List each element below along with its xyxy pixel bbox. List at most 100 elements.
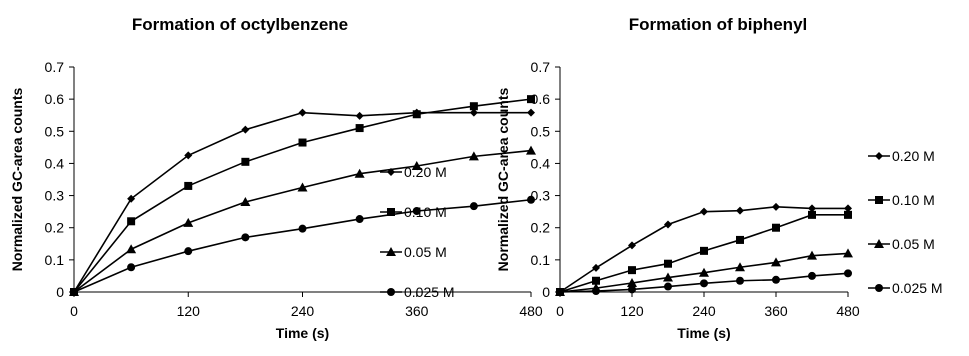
data-point: [628, 266, 636, 275]
data-point: [184, 247, 193, 256]
legend-marker: [386, 247, 396, 256]
y-tick-label: 0.6: [45, 91, 65, 107]
y-tick-label: 0.5: [45, 123, 65, 139]
y-tick-label: 0.4: [45, 155, 65, 171]
data-point: [184, 181, 193, 190]
legend-entry: 0.05 M: [868, 236, 935, 252]
data-point: [527, 195, 535, 204]
series-0-20-M: [70, 108, 535, 296]
series-0-05-M: [69, 145, 536, 296]
legend-marker: [875, 152, 883, 160]
data-point: [736, 206, 744, 215]
data-point: [808, 210, 816, 219]
y-tick-label: 0.5: [531, 123, 551, 139]
data-point: [664, 282, 672, 291]
data-point: [736, 235, 744, 244]
data-point: [844, 269, 852, 278]
legend-label: 0.025 M: [892, 280, 943, 296]
data-point: [808, 271, 816, 280]
legend-entry: 0.20 M: [868, 148, 935, 164]
x-tick-label: 120: [177, 303, 201, 319]
data-point: [556, 288, 564, 296]
data-point: [241, 233, 250, 242]
data-point: [412, 110, 421, 119]
data-point: [628, 285, 636, 294]
y-tick-label: 0.1: [531, 252, 551, 268]
chart-1: Formation of octylbenzene 0 0.1 0.2 0.3 0.4 0.…: [9, 15, 543, 341]
legend-entry: 0.025 M: [868, 280, 943, 296]
x-axis-label: Time (s): [677, 325, 730, 341]
data-point: [843, 248, 853, 258]
data-point: [298, 224, 307, 233]
data-point: [592, 263, 600, 272]
data-point: [736, 276, 744, 285]
data-point: [772, 202, 780, 211]
data-point: [241, 125, 250, 134]
y-tick-label: 0: [56, 284, 64, 300]
legend-label: 0.20 M: [892, 148, 935, 164]
data-point: [527, 95, 535, 104]
data-point: [411, 161, 422, 170]
legend-label: 0.025 M: [404, 284, 455, 300]
data-point: [700, 279, 708, 288]
y-axis-label: Normalized GC-area counts: [9, 87, 25, 271]
legend-entry: 0.10 M: [868, 192, 935, 208]
x-tick-label: 360: [764, 303, 788, 319]
data-point: [70, 288, 78, 296]
data-point: [355, 111, 364, 120]
legend-label: 0.05 M: [404, 244, 447, 260]
y-tick-label: 0.3: [45, 188, 65, 204]
data-point: [808, 204, 816, 213]
legend-marker: [875, 284, 883, 292]
legend-label: 0.10 M: [892, 192, 935, 208]
data-point: [844, 204, 852, 213]
data-point: [127, 194, 136, 203]
data-point: [771, 257, 781, 267]
data-point: [527, 108, 535, 117]
data-point: [412, 207, 421, 215]
data-point: [184, 151, 193, 160]
x-tick-label: 240: [291, 303, 315, 319]
chart-title: Formation of biphenyl: [629, 15, 808, 34]
data-point: [664, 259, 672, 268]
y-tick-label: 0: [542, 284, 550, 300]
x-tick-label: 480: [836, 303, 860, 319]
data-point: [297, 182, 308, 192]
legend-marker: [387, 208, 395, 216]
legend-label: 0.05 M: [892, 236, 935, 252]
legend-entry: 0.025 M: [380, 284, 455, 300]
chart-2: Formation of biphenyl 0 0.1 0.2 0.3 0.4 0.5 0.6…: [495, 15, 943, 341]
data-point: [844, 210, 852, 219]
data-point: [355, 124, 364, 133]
legend-entry: 0.05 M: [380, 244, 447, 260]
y-tick-label: 0.6: [531, 91, 551, 107]
data-point: [241, 157, 250, 166]
data-point: [127, 263, 136, 272]
legend-marker: [387, 288, 395, 296]
y-tick-label: 0.7: [531, 59, 551, 75]
x-tick-label: 120: [620, 303, 644, 319]
data-point: [298, 138, 307, 147]
data-point: [469, 102, 478, 111]
y-tick-label: 0.2: [45, 220, 65, 236]
y-tick-label: 0.3: [531, 188, 551, 204]
data-point: [298, 108, 307, 117]
data-point: [355, 215, 364, 224]
data-point: [126, 244, 137, 254]
data-point: [628, 241, 636, 250]
y-tick-label: 0.4: [531, 155, 551, 171]
series-0-025-M: [556, 269, 852, 296]
data-point: [772, 223, 780, 232]
data-point: [469, 202, 478, 211]
data-point: [735, 262, 745, 272]
series-line: [73, 149, 532, 293]
data-point: [354, 168, 365, 178]
data-point: [469, 108, 478, 117]
data-point: [700, 207, 708, 216]
x-axis-label: Time (s): [276, 325, 329, 341]
data-point: [627, 278, 637, 287]
data-point: [699, 267, 709, 277]
data-point: [592, 287, 600, 296]
